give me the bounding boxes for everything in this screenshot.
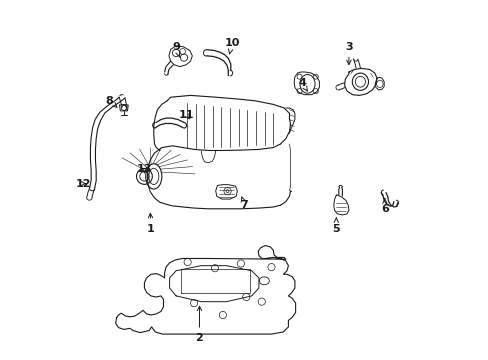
Text: 8: 8	[105, 96, 117, 107]
Text: 3: 3	[345, 42, 352, 64]
Text: 6: 6	[380, 198, 388, 214]
Text: 2: 2	[195, 306, 203, 343]
Text: 13: 13	[137, 164, 152, 174]
Text: 12: 12	[75, 179, 91, 189]
Text: 1: 1	[147, 213, 155, 234]
Text: 4: 4	[298, 78, 307, 91]
Text: 11: 11	[179, 110, 194, 120]
Text: 10: 10	[224, 38, 239, 54]
Text: 7: 7	[240, 197, 248, 210]
Text: 9: 9	[172, 42, 180, 57]
Text: 5: 5	[332, 218, 340, 234]
